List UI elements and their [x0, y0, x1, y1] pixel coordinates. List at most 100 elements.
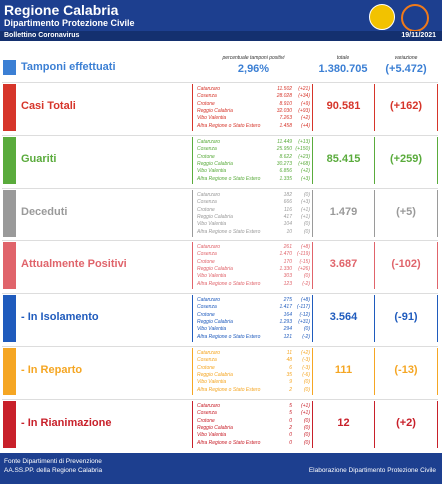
divider [437, 190, 438, 237]
province-change: (-15) [299, 258, 310, 265]
section-frame [2, 240, 438, 291]
province: Vibo Valentia [197, 273, 227, 280]
province-change: (+93) [298, 107, 310, 114]
province-value: 1.417 [279, 304, 292, 311]
color-bar [3, 60, 16, 75]
section-change: (-91) [394, 311, 418, 323]
province-value: 32.030 [276, 107, 292, 114]
province: Altra Regione o Stato Estero [197, 439, 261, 446]
section-label: Deceduti [21, 206, 68, 218]
section-change: (+2) [396, 417, 416, 429]
province: Altra Regione o Stato Estero [197, 122, 261, 129]
province-value: 417 [283, 213, 292, 220]
divider [312, 348, 313, 395]
province-change: (-3) [302, 364, 310, 371]
section-label: Attualmente Positivi [21, 258, 127, 270]
divider [192, 242, 193, 289]
province-change: (+13) [298, 139, 310, 145]
divider [192, 401, 193, 448]
total: 1.380.705 [318, 63, 368, 75]
section-total: 90.581 [326, 100, 361, 112]
province-value: 6.856 [279, 168, 292, 175]
change: (+5.472) [385, 63, 427, 75]
province: Cosenza [197, 357, 217, 364]
province-change: (+9) [300, 100, 310, 107]
province-change: (+8) [300, 244, 310, 250]
section-total: 85.415 [326, 153, 361, 165]
divider [192, 190, 193, 237]
province-change: (-117) [297, 304, 310, 311]
divider [374, 401, 375, 448]
divider [437, 84, 438, 131]
subheader-bar [0, 31, 442, 41]
province-change: (0) [303, 326, 310, 333]
province: Catanzaro [197, 244, 221, 250]
province-value: 1.335 [279, 175, 292, 182]
province-change: (+1) [300, 410, 310, 417]
section-change: (-102) [391, 258, 421, 270]
province-change: (0) [303, 221, 310, 228]
province-value: 25.950 [276, 146, 292, 153]
province-value: 8.622 [279, 153, 292, 160]
province: Reggio Calabria [197, 424, 233, 431]
section-change: (+5) [396, 206, 416, 218]
province-change: (-12) [299, 311, 310, 318]
section-change: (+162) [389, 100, 423, 112]
divider [312, 137, 313, 184]
province-change: (-6) [302, 371, 310, 378]
province: Cosenza [197, 251, 217, 258]
province: Reggio Calabria [197, 107, 233, 114]
header-bar [0, 0, 442, 31]
province-value: 5 [289, 410, 292, 417]
province-change: (0) [303, 386, 310, 393]
province: Cosenza [197, 199, 217, 206]
province-change: (0) [303, 432, 310, 439]
divider [312, 84, 313, 131]
divider [312, 242, 313, 289]
province: Vibo Valentia [197, 432, 227, 439]
province-change: (+21) [298, 86, 310, 92]
province: Altra Regione o Stato Estero [197, 333, 261, 340]
province-change: (+1) [300, 403, 310, 409]
province: Vibo Valentia [197, 168, 227, 175]
province: Catanzaro [197, 192, 221, 198]
section-label: - In Rianimazione [21, 417, 112, 429]
province: Catanzaro [197, 139, 221, 145]
column-header: variazione [394, 55, 418, 61]
color-bar [3, 242, 16, 289]
province-change: (0) [303, 228, 310, 235]
province-change: (0) [303, 417, 310, 424]
divider [437, 137, 438, 184]
province-value: 8.910 [279, 100, 292, 107]
footer-source: Fonte Dipartimenti di Prevenzione [4, 458, 102, 465]
province-value: 182 [283, 192, 292, 198]
row-label: Tamponi effettuati [21, 61, 116, 73]
province-value: 294 [283, 326, 292, 333]
province-change: (+2) [300, 168, 310, 175]
percent: 2,96% [237, 63, 270, 75]
divider [312, 401, 313, 448]
province-value: 303 [283, 273, 292, 280]
subtitle: Dipartimento Protezione Civile [4, 18, 135, 28]
province: Reggio Calabria [197, 371, 233, 378]
province-value: 1.458 [279, 122, 292, 129]
section-total: 1.479 [329, 206, 358, 218]
province-value: 35 [286, 371, 292, 378]
section-change: (-13) [394, 364, 418, 376]
province-value: 2 [289, 424, 292, 431]
province-value: 5 [289, 403, 292, 409]
province-change: (+34) [298, 93, 310, 100]
province: Altra Regione o Stato Estero [197, 175, 261, 182]
province-value: 10 [286, 228, 292, 235]
province: Altra Regione o Stato Estero [197, 386, 261, 393]
province-value: 123 [283, 280, 292, 287]
divider [374, 137, 375, 184]
province: Crotone [197, 258, 215, 265]
province: Cosenza [197, 93, 217, 100]
province-change: (0) [303, 273, 310, 280]
province-value: 666 [283, 199, 292, 206]
province-change: (-119) [297, 251, 310, 258]
divider [437, 401, 438, 448]
divider [437, 295, 438, 342]
province: Crotone [197, 153, 215, 160]
